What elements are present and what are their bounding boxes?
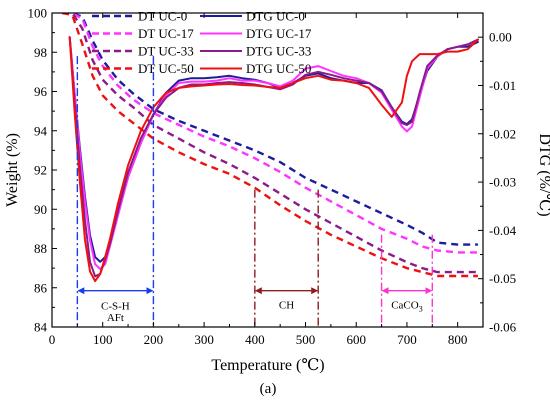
legend-label-dt-uc-0: DT UC-0 [138, 9, 187, 24]
region-label-aft: AFt [107, 312, 124, 324]
x-tick-label: 400 [245, 332, 265, 347]
y-left-tick-label: 94 [34, 123, 48, 138]
y-right-tick-label: -0.06 [489, 320, 517, 335]
legend-label-dtg-uc-0: DTG UC-0 [246, 9, 305, 24]
series-dtg-uc-50 [68, 36, 479, 283]
y-left-tick-label: 98 [34, 45, 47, 60]
region-label-c-s-h: C-S-H [101, 300, 130, 312]
region-label-ch: CH [279, 299, 294, 311]
y-right-tick-label: 0.00 [489, 30, 512, 45]
y-left-tick-label: 90 [34, 202, 47, 217]
y-right-tick-label: -0.02 [489, 126, 516, 141]
y-right-axis-label: DTG (%/℃) [536, 133, 550, 216]
x-tick-label: 700 [397, 332, 417, 347]
y-left-tick-label: 88 [34, 241, 47, 256]
series-dt-uc-50 [61, 13, 478, 278]
y-right-axis: 0.00 -0.01 -0.02 -0.03 -0.04 -0.05 -0.06 [478, 30, 517, 335]
series-dt-uc-17 [62, 13, 478, 254]
x-tick-label: 100 [93, 332, 113, 347]
x-tick-label: 600 [346, 332, 366, 347]
y-left-axis-label: Weight (%) [4, 133, 21, 207]
x-tick-label: 300 [194, 332, 214, 347]
legend-label-dt-uc-50: DT UC-50 [138, 61, 194, 76]
legend-label-dtg-uc-33: DTG UC-33 [246, 44, 311, 59]
x-tick-label: 200 [144, 332, 164, 347]
series-dt-uc-33 [62, 13, 478, 274]
figure-caption: (a) [260, 381, 277, 397]
legend: DT UC-0 DTG UC-0 DT UC-17 DTG UC-17 DT UC-33… [92, 9, 312, 76]
x-tick-label: 0 [49, 332, 56, 347]
y-left-tick-label: 86 [34, 280, 48, 295]
x-tick-label: 800 [448, 332, 468, 347]
data-series-layer [61, 13, 479, 283]
region-label-caco: CaCO3 [391, 299, 423, 313]
legend-label-dt-uc-17: DT UC-17 [138, 26, 194, 41]
y-left-tick-label: 100 [28, 6, 48, 21]
y-right-tick-label: -0.04 [489, 223, 517, 238]
x-axis-label: Temperature (℃) [211, 357, 324, 374]
y-left-tick-label: 84 [34, 320, 48, 335]
y-left-tick-label: 92 [34, 163, 47, 178]
y-right-tick-label: -0.03 [489, 175, 516, 190]
y-right-tick-label: -0.01 [489, 78, 516, 93]
y-left-tick-label: 96 [34, 84, 48, 99]
legend-label-dtg-uc-17: DTG UC-17 [246, 26, 312, 41]
x-axis: 0 100 200 300 400 500 600 700 800 [49, 13, 468, 347]
series-dtg-uc-17 [68, 36, 479, 270]
legend-label-dt-uc-33: DT UC-33 [138, 44, 194, 59]
region-label-subscript: 3 [419, 304, 423, 313]
y-right-tick-label: -0.05 [489, 271, 516, 286]
x-tick-label: 500 [296, 332, 316, 347]
legend-label-dtg-uc-50: DTG UC-50 [246, 61, 311, 76]
y-left-axis: 84 86 88 90 92 94 96 98 100 [28, 6, 57, 335]
